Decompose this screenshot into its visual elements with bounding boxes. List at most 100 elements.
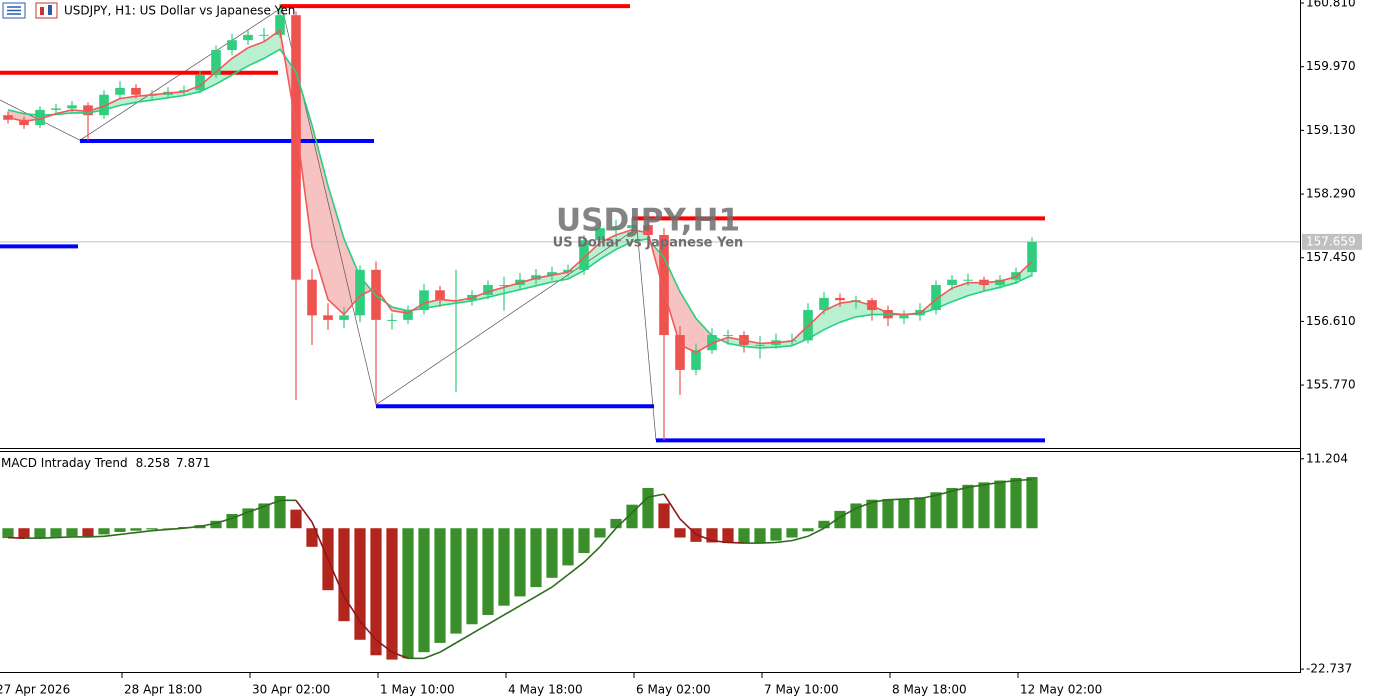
- candle-body: [355, 269, 365, 316]
- signal-line: [343, 595, 361, 622]
- candle-body: [435, 290, 445, 301]
- candle-body: [563, 269, 573, 273]
- signal-line: [135, 529, 153, 534]
- macd-bar: [434, 528, 446, 643]
- signal-line: [295, 499, 313, 523]
- macd-bar: [162, 528, 174, 529]
- macd-bar: [914, 497, 926, 529]
- candle-body: [819, 297, 829, 311]
- macd-bar: [2, 528, 14, 539]
- last-price-box: [1302, 233, 1362, 250]
- macd-bar: [898, 499, 910, 529]
- macd-bar: [594, 528, 606, 538]
- signal-line: [519, 595, 537, 607]
- signal-line: [631, 496, 649, 514]
- macd-bar: [354, 528, 366, 640]
- signal-line: [119, 531, 137, 536]
- macd-bar: [82, 528, 94, 537]
- macd-bar: [530, 528, 542, 588]
- macd-bar: [210, 520, 222, 529]
- candle-body: [691, 350, 701, 370]
- macd-bar: [866, 499, 878, 529]
- macd-bar: [258, 503, 270, 529]
- macd-bar: [738, 528, 750, 544]
- macd-bar: [818, 520, 830, 529]
- signal-line: [775, 539, 793, 544]
- macd-bar: [850, 503, 862, 529]
- ma-fast-line: [7, 28, 1033, 354]
- macd-bar: [402, 528, 414, 659]
- candle-body: [1027, 241, 1037, 273]
- candle-body: [131, 87, 141, 95]
- macd-bar: [226, 513, 238, 529]
- signal-line: [151, 528, 169, 532]
- signal-line: [583, 546, 601, 563]
- last-price-label: 157.659: [1306, 234, 1356, 248]
- candle-body: [339, 315, 349, 320]
- signal-line: [807, 527, 825, 537]
- chart-icon[interactable]: [35, 2, 58, 19]
- header: USDJPY, H1: US Dollar vs Japanese Yen: [2, 2, 295, 19]
- signal-line: [695, 533, 713, 542]
- signal-line: [647, 493, 665, 499]
- y-tick-label: 159.130: [1306, 123, 1356, 137]
- macd-bar: [706, 528, 718, 543]
- macd-legend: MACD Intraday Trend 8.258 7.871: [1, 456, 210, 470]
- signal-line: [455, 632, 473, 644]
- signal-line: [55, 536, 73, 539]
- candle-body: [387, 319, 397, 321]
- candle-body: [419, 290, 429, 311]
- signal-line: [167, 527, 185, 531]
- signal-line: [7, 536, 25, 539]
- signal-line: [487, 614, 505, 625]
- candle-body: [627, 225, 637, 229]
- macd-bar: [498, 528, 510, 606]
- signal-line: [935, 490, 953, 497]
- signal-line: [727, 541, 745, 544]
- signal-line: [951, 486, 969, 492]
- signal-line: [855, 501, 873, 510]
- signal-line: [391, 651, 409, 660]
- candle-body: [547, 272, 557, 276]
- macd-title: MACD Intraday Trend: [1, 456, 128, 470]
- zigzag-line: [0, 7, 657, 441]
- signal-line: [439, 642, 457, 653]
- signal-line: [1015, 478, 1033, 482]
- signal-line: [551, 574, 569, 588]
- signal-line: [87, 535, 105, 538]
- candle-body: [675, 335, 685, 370]
- macd-bar: [130, 528, 142, 531]
- signal-line: [39, 536, 57, 539]
- macd-bar: [658, 503, 670, 529]
- x-tick-label: 4 May 18:00: [508, 683, 583, 697]
- chart-title: USDJPY, H1: US Dollar vs Japanese Yen: [64, 4, 295, 18]
- signal-line: [471, 623, 489, 635]
- x-tick-label: 12 May 02:00: [1020, 683, 1102, 697]
- macd-bar: [930, 492, 942, 529]
- ma-slow-line: [7, 48, 1033, 349]
- signal-line: [359, 620, 377, 641]
- macd-bar: [562, 528, 574, 566]
- candle-body: [835, 297, 845, 301]
- macd-bar: [626, 504, 638, 529]
- candle-body: [483, 285, 493, 295]
- signal-line: [919, 494, 937, 500]
- signal-line: [823, 516, 841, 529]
- candle-body: [19, 119, 29, 126]
- y-tick-label: -22.737: [1306, 662, 1352, 676]
- watermark-subtitle: US Dollar vs Japanese Yen: [553, 236, 744, 251]
- signal-line: [839, 507, 857, 518]
- signal-line: [967, 484, 985, 489]
- candle-body: [499, 285, 509, 287]
- candle-body: [611, 228, 621, 230]
- macd-bar: [882, 499, 894, 529]
- macd-bar: [386, 528, 398, 660]
- ma-cloud: [312, 125, 328, 300]
- candle-body: [83, 105, 93, 116]
- macd-bar: [754, 528, 766, 543]
- candle-body: [307, 279, 317, 316]
- macd-bar: [370, 528, 382, 656]
- macd-bar: [114, 528, 126, 532]
- candle-body: [595, 228, 605, 241]
